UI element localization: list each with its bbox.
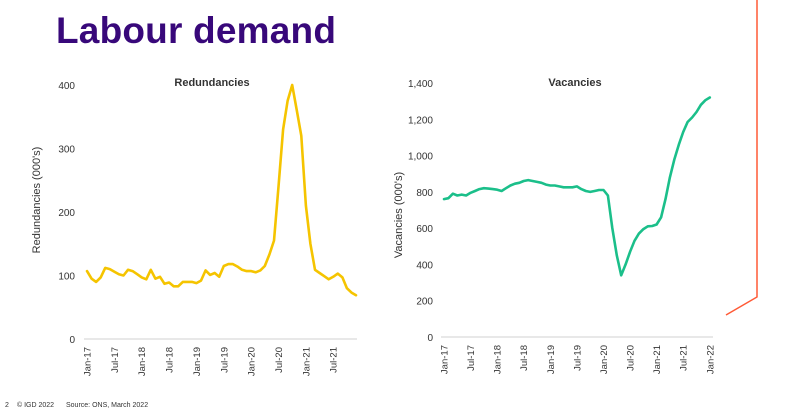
y-tick-label: 0: [69, 335, 75, 346]
x-tick-label: Jan-18: [493, 345, 504, 374]
copyright: © IGD 2022: [17, 402, 55, 409]
x-tick-label: Jan-20: [247, 347, 258, 376]
redundancies-chart-title: Redundancies: [174, 77, 249, 89]
y-tick-label: 600: [416, 224, 433, 235]
source-note: Source: ONS, March 2022: [66, 402, 149, 409]
x-tick-label: Jul-19: [572, 345, 583, 371]
y-tick-label: 1,000: [408, 152, 433, 163]
y-tick-label: 800: [416, 188, 433, 199]
y-tick-label: 400: [58, 81, 75, 92]
x-tick-label: Jan-21: [301, 347, 312, 376]
vacancies-chart-title: Vacancies: [548, 77, 601, 89]
y-tick-label: 100: [58, 272, 75, 283]
vacancies-chart: Vacancies Vacancies (000's) 0 200 400 600 800 1…: [393, 77, 716, 374]
y-tick-label: 400: [416, 260, 433, 271]
redundancies-chart: Redundancies Redundancies (000's) 0 100 200 3…: [31, 77, 358, 376]
page-title: Labour demand: [56, 10, 337, 51]
vacancies-series-line: [442, 96, 712, 277]
x-tick-label: Jan-19: [546, 345, 557, 374]
vacancies-y-axis-label: Vacancies (000's): [393, 172, 405, 258]
x-tick-label: Jul-18: [165, 347, 176, 373]
x-tick-label: Jan-19: [192, 347, 203, 376]
y-tick-label: 1,200: [408, 115, 433, 126]
y-tick-label: 200: [58, 208, 75, 219]
x-tick-label: Jul-19: [219, 347, 230, 373]
redundancies-series-line: [85, 83, 358, 297]
x-tick-label: Jan-18: [137, 347, 148, 376]
x-tick-label: Jul-20: [274, 347, 285, 373]
decorative-accent-line: [725, 0, 758, 316]
x-tick-label: Jul-17: [110, 347, 121, 373]
y-tick-label: 200: [416, 297, 433, 308]
x-tick-label: Jan-17: [83, 347, 94, 376]
x-tick-label: Jul-21: [679, 345, 690, 371]
x-tick-label: Jul-20: [626, 345, 637, 371]
x-tick-label: Jan-21: [652, 345, 663, 374]
x-tick-label: Jan-20: [599, 345, 610, 374]
page-number: 2: [5, 402, 9, 409]
x-tick-label: Jul-21: [329, 347, 340, 373]
x-tick-label: Jan-22: [705, 345, 716, 374]
x-tick-label: Jul-18: [519, 345, 530, 371]
x-tick-label: Jul-17: [466, 345, 477, 371]
y-tick-label: 300: [58, 145, 75, 156]
x-tick-label: Jan-17: [440, 345, 451, 374]
y-tick-label: 1,400: [408, 79, 433, 90]
y-tick-label: 0: [427, 333, 433, 344]
redundancies-y-axis-label: Redundancies (000's): [31, 147, 43, 254]
